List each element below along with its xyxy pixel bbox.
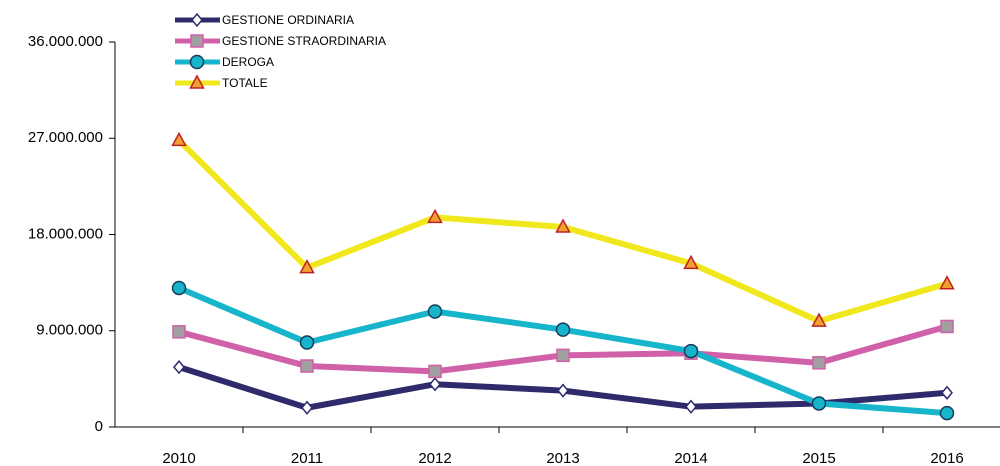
data-point bbox=[427, 304, 443, 319]
data-point bbox=[940, 319, 954, 334]
data-point bbox=[172, 325, 186, 339]
data-point bbox=[429, 377, 441, 392]
x-tick-label: 2013 bbox=[546, 450, 579, 466]
y-tick-label: 36.000.000 bbox=[28, 33, 103, 50]
y-tick-label: 27.000.000 bbox=[28, 129, 103, 146]
data-point bbox=[685, 399, 697, 414]
data-point bbox=[427, 208, 443, 224]
legend-label: GESTIONE STRAORDINARIA bbox=[222, 34, 386, 48]
legend-label: GESTIONE ORDINARIA bbox=[222, 13, 354, 27]
y-tick-label: 9.000.000 bbox=[36, 322, 103, 339]
data-point bbox=[557, 383, 569, 398]
data-point bbox=[300, 359, 314, 373]
data-point bbox=[939, 275, 955, 290]
data-point bbox=[811, 396, 827, 411]
y-tick-label: 18.000.000 bbox=[28, 225, 103, 242]
x-tick-label: 2014 bbox=[674, 450, 707, 466]
legend-marker bbox=[189, 74, 205, 89]
data-point bbox=[428, 364, 442, 379]
data-point bbox=[811, 312, 827, 327]
data-point bbox=[299, 259, 315, 274]
data-point bbox=[812, 356, 826, 370]
data-point bbox=[939, 405, 955, 421]
data-point bbox=[683, 254, 699, 270]
legend-marker bbox=[189, 54, 205, 70]
x-tick-label: 2012 bbox=[418, 450, 451, 466]
x-tick-label: 2015 bbox=[802, 450, 835, 466]
data-point bbox=[173, 359, 185, 375]
legend-marker bbox=[191, 12, 203, 28]
x-tick-label: 2016 bbox=[930, 450, 963, 466]
legend-label: TOTALE bbox=[222, 76, 268, 90]
data-point bbox=[555, 218, 571, 233]
x-tick-label: 2010 bbox=[162, 450, 195, 466]
legend-marker bbox=[190, 34, 204, 48]
data-point bbox=[683, 343, 699, 359]
data-point bbox=[941, 385, 953, 400]
data-point bbox=[171, 131, 187, 147]
data-point bbox=[171, 280, 187, 296]
data-point bbox=[301, 400, 313, 415]
legend-label: DEROGA bbox=[222, 55, 274, 69]
data-point bbox=[299, 335, 315, 350]
data-point bbox=[556, 348, 570, 363]
data-point bbox=[555, 322, 571, 337]
x-tick-label: 2011 bbox=[291, 450, 323, 466]
y-tick-label: 0 bbox=[95, 418, 103, 435]
